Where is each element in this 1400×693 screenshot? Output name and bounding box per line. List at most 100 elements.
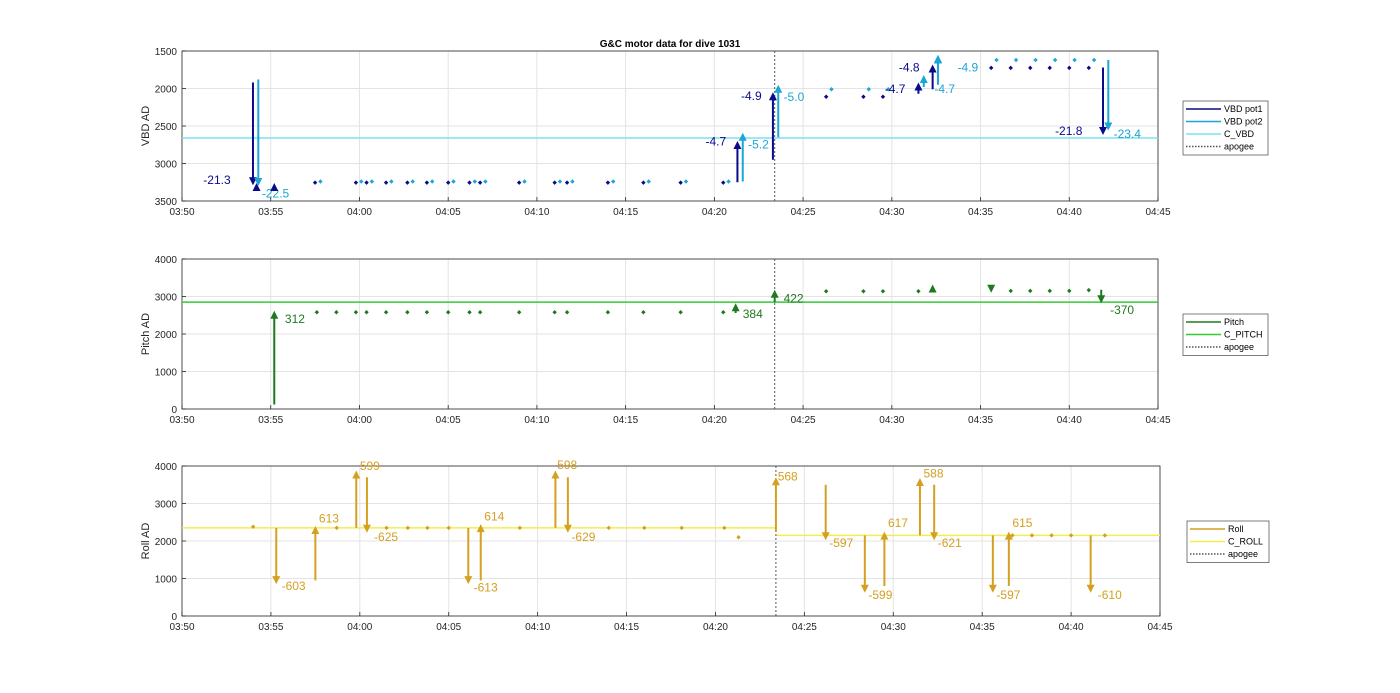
data-point: [364, 310, 369, 315]
data-point: [1052, 57, 1058, 63]
arrow-label: -625: [374, 530, 398, 544]
data-point: [250, 524, 256, 529]
data-point: [679, 525, 684, 531]
data-point: [823, 289, 829, 294]
arrow-label: 617: [888, 516, 908, 530]
data-point: [430, 179, 435, 184]
y-tick-label: 3500: [155, 197, 178, 208]
motor-arrow-head: [1086, 584, 1095, 593]
arrow-label: -599: [868, 588, 892, 602]
motor-arrow-head: [988, 584, 997, 593]
data-point: [1029, 533, 1035, 538]
data-point: [334, 310, 339, 315]
arrow-label: 615: [1012, 516, 1032, 530]
data-point: [1049, 533, 1054, 538]
y-tick-label: 2000: [155, 85, 178, 96]
data-point: [405, 180, 410, 185]
arrow-label: 599: [360, 459, 380, 473]
data-point: [722, 525, 727, 531]
subplot-3: 03:50 03:55 04:00 04:05 04:10 04:15 04:20 04:25…: [140, 458, 1270, 633]
data-point: [1068, 533, 1074, 538]
x-tick-label: 04:20: [703, 622, 728, 633]
arrow-label: -22.5: [262, 186, 290, 200]
data-point: [445, 180, 451, 185]
data-point: [445, 310, 451, 315]
x-tick-label: 04:25: [792, 622, 817, 633]
motor-arrow-head: [928, 64, 937, 73]
data-point: [606, 525, 611, 531]
data-point: [552, 310, 557, 315]
x-tick-label: 03:50: [169, 415, 194, 426]
x-tick-label: 04:35: [968, 415, 993, 426]
data-point: [516, 310, 522, 315]
y-axis-label: Pitch AD: [140, 313, 152, 355]
motor-arrow-head: [551, 470, 560, 479]
arrow-label: -5.0: [784, 90, 805, 104]
data-point: [312, 180, 318, 185]
x-tick-label: 04:00: [347, 415, 372, 426]
x-tick-label: 04:40: [1057, 415, 1082, 426]
data-point: [483, 179, 488, 184]
arrow-label: 614: [484, 509, 504, 523]
motor-arrow-head: [476, 524, 485, 533]
motor-arrow-head: [821, 532, 830, 541]
arrow-label: -21.3: [203, 173, 231, 187]
data-point: [1013, 57, 1019, 63]
motor-arrow-head: [770, 289, 779, 298]
motor-arrow-head: [563, 524, 572, 533]
legend-box: [1182, 100, 1269, 156]
data-point: [384, 525, 389, 531]
arrow-label: -597: [829, 536, 853, 550]
data-point: [451, 179, 456, 184]
data-point: [721, 180, 726, 185]
data-point: [557, 179, 563, 184]
legend-label: C_VBD: [1224, 129, 1255, 139]
data-point: [1028, 65, 1033, 71]
motor-arrow-head: [774, 84, 783, 93]
x-tick-label: 04:30: [879, 207, 904, 218]
motor-arrow-head: [352, 470, 361, 479]
data-point: [389, 179, 394, 184]
motor-arrow-head: [915, 478, 924, 486]
data-point: [683, 179, 689, 184]
motor-arrow-head: [311, 526, 320, 534]
motor-arrow-head: [933, 55, 942, 64]
motor-arrow-head: [914, 82, 923, 91]
data-point: [721, 310, 726, 315]
data-point: [353, 180, 359, 185]
legend-label: VBD pot1: [1224, 104, 1263, 114]
data-point: [1067, 65, 1072, 71]
arrow-label: -597: [996, 588, 1020, 602]
arrow-label: 312: [285, 312, 305, 326]
data-point: [477, 180, 483, 185]
data-point: [988, 65, 994, 71]
data-point: [678, 180, 683, 185]
data-point: [516, 180, 522, 185]
data-point: [517, 525, 523, 531]
data-point: [1028, 288, 1033, 294]
data-point: [467, 310, 472, 315]
chart-title: G&C motor data for dive 1031: [600, 39, 741, 50]
motor-arrow-head: [919, 75, 928, 83]
arrow-label: 613: [319, 511, 339, 525]
data-point: [405, 310, 410, 315]
motor-arrow-head: [252, 183, 261, 191]
data-point: [467, 180, 472, 185]
data-point: [829, 87, 834, 92]
arrow-label: 384: [743, 307, 763, 321]
arrow-label: -21.8: [1055, 124, 1083, 138]
y-tick-label: 1500: [155, 47, 178, 58]
x-tick-label: 04:35: [968, 207, 993, 218]
x-tick-label: 04:45: [1145, 207, 1170, 218]
data-point: [866, 87, 871, 92]
data-point: [1033, 57, 1038, 63]
arrow-label: -4.7: [934, 82, 955, 96]
data-point: [886, 87, 891, 92]
motor-arrow-head: [1097, 295, 1106, 304]
motor-arrow-head: [860, 584, 869, 593]
x-tick-label: 04:20: [702, 415, 727, 426]
data-point: [334, 525, 339, 531]
y-tick-label: 3000: [155, 293, 178, 304]
arrow-label: 588: [924, 467, 944, 481]
